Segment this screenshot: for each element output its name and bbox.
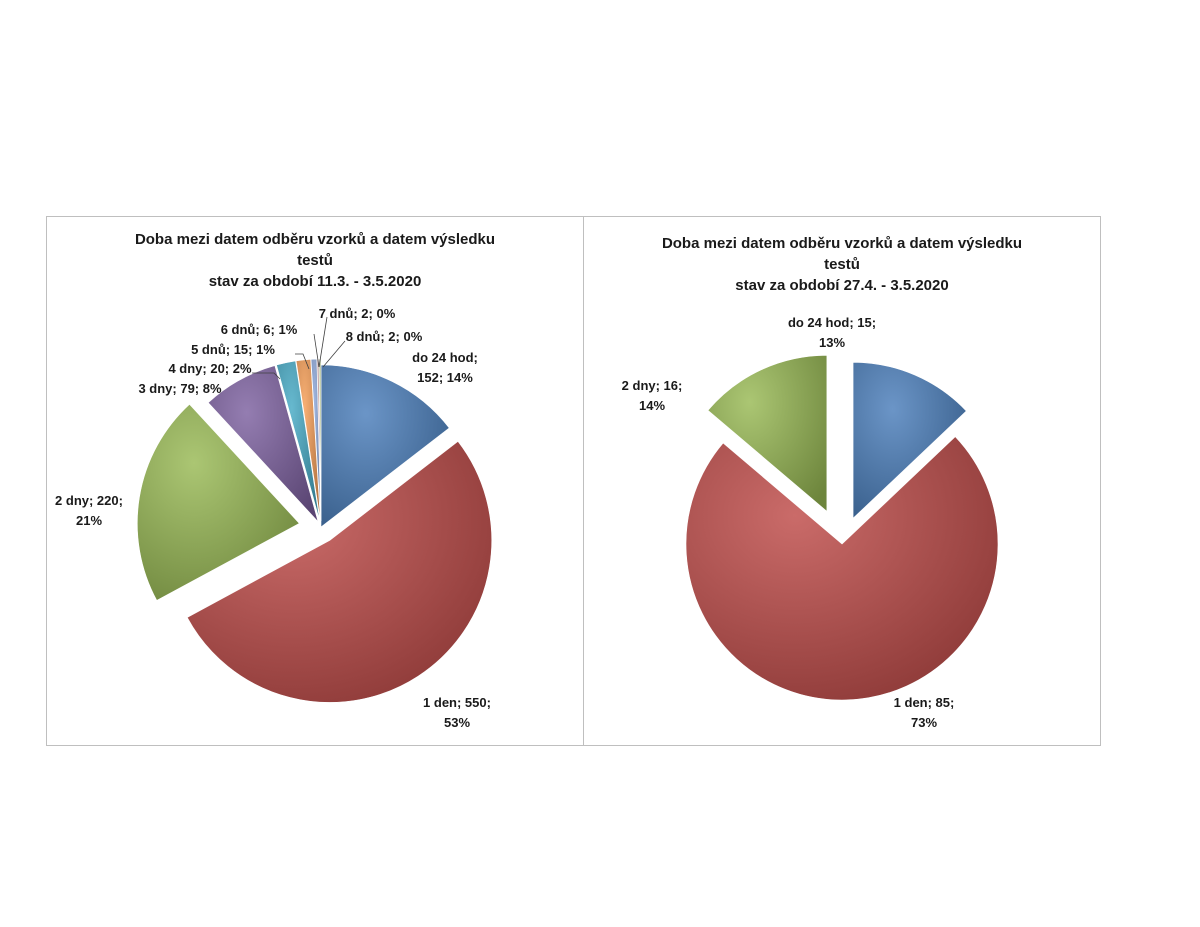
data-label-3-dny: 3 dny; 79; 8% <box>138 381 222 396</box>
data-label-5-dn-: 5 dnů; 15; 1% <box>191 342 275 357</box>
data-label-do-24-hod: 152; 14% <box>417 370 473 385</box>
pie-slice-3-dny <box>207 365 319 522</box>
chart-title: Doba mezi datem odběru vzorků a datem vý… <box>47 229 583 292</box>
leader-line <box>295 353 310 370</box>
data-label-1-den: 1 den; 550; <box>423 695 491 710</box>
pie-slice-4-dny <box>276 360 321 522</box>
pie-slice-1-den <box>186 440 493 703</box>
chart-panel-1: Doba mezi datem odběru vzorků a datem vý… <box>46 216 584 746</box>
data-label-2-dny: 21% <box>76 513 102 528</box>
data-label-2-dny: 2 dny; 16; <box>622 378 683 393</box>
pie-slice-do-24-hod <box>852 361 967 519</box>
data-label-7-dn-: 7 dnů; 2; 0% <box>319 306 396 321</box>
data-label-do-24-hod: do 24 hod; <box>412 350 478 365</box>
data-label-8-dn-: 8 dnů; 2; 0% <box>346 329 423 344</box>
pie-chart-1: do 24 hod; 152; 14% 1 den; 550; 53% 2 dny; 2… <box>55 306 493 730</box>
pie-slice-2-dny <box>137 403 300 601</box>
chart-title-line-1: Doba mezi datem odběru vzorků a datem vý… <box>134 231 496 248</box>
chart-panel-2: Doba mezi datem odběru vzorků a datem vý… <box>583 216 1101 746</box>
leader-line <box>252 372 281 380</box>
pie-chart-2: do 24 hod; 15; 13% 1 den; 85; 73% 2 dny; 16;… <box>622 315 999 730</box>
leader-line <box>318 316 328 368</box>
pie-slice-do-24-hod <box>320 364 450 528</box>
data-label-4-dny: 4 dny; 20; 2% <box>168 361 252 376</box>
chart-title-line-1: Doba mezi datem odběru vzorků a datem vý… <box>661 235 1023 252</box>
leader-line <box>313 333 320 368</box>
data-label-2-dny: 14% <box>639 398 665 413</box>
data-label-do-24-hod: 13% <box>819 335 845 350</box>
chart-title-line-3: stav za období 11.3. - 3.5.2020 <box>208 273 422 290</box>
chart-title-line-2: testů <box>824 256 860 273</box>
leader-line <box>322 340 346 368</box>
pie-slice-5-dn- <box>295 359 321 522</box>
data-label-6-dn-: 6 dnů; 6; 1% <box>221 322 298 337</box>
data-label-1-den: 73% <box>911 715 937 730</box>
chart-title-line-2: testů <box>297 252 333 269</box>
data-label-do-24-hod: do 24 hod; 15; <box>788 315 876 330</box>
chart-title: Doba mezi datem odběru vzorků a datem vý… <box>584 233 1100 296</box>
data-label-2-dny: 2 dny; 220; <box>55 493 123 508</box>
data-label-1-den: 1 den; 85; <box>894 695 955 710</box>
pie-slice-2-dny <box>707 355 828 512</box>
data-label-1-den: 53% <box>444 715 470 730</box>
pie-slice-1-den <box>685 436 999 701</box>
chart-title-line-3: stav za období 27.4. - 3.5.2020 <box>735 277 949 294</box>
